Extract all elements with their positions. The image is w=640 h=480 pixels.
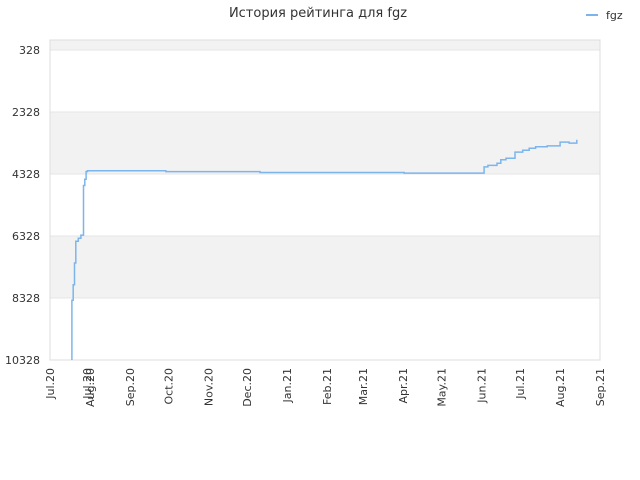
x-tick-label: Apr.21 — [397, 368, 410, 404]
x-tick-label: Aug.21 — [554, 368, 567, 407]
y-axis: 328 2328 4328 6328 8328 10328 — [5, 44, 40, 367]
x-tick-label: Jul.20 — [44, 368, 57, 400]
y-tick-label: 6328 — [12, 230, 40, 243]
chart-title: История рейтинга для fgz — [229, 6, 407, 21]
plot-band — [50, 112, 600, 174]
x-tick-label: Aug.20 — [84, 368, 97, 407]
x-tick-label: Dec.20 — [241, 368, 254, 407]
plot-band — [50, 236, 600, 298]
x-tick-label: Jul.21 — [514, 368, 527, 400]
plot-bands — [50, 40, 600, 298]
x-tick-label: Jul.20 — [81, 368, 94, 400]
x-tick-label: Sep.21 — [594, 368, 607, 406]
x-tick-label: Sep.20 — [124, 368, 137, 406]
x-tick-label: Oct.20 — [163, 368, 176, 405]
y-tick-label: 2328 — [12, 106, 40, 119]
plot-band — [50, 40, 600, 50]
y-tick-label: 4328 — [12, 168, 40, 181]
plot-frame — [49, 39, 601, 361]
x-tick-label: Nov.20 — [202, 368, 215, 406]
x-tick-label: Jun.21 — [475, 368, 488, 404]
x-tick-label: Jan.21 — [281, 368, 294, 403]
y-tick-label: 328 — [19, 44, 40, 57]
x-tick-label: Mar.21 — [357, 368, 370, 405]
gridlines — [50, 49, 600, 361]
x-tick-label: May.21 — [436, 368, 449, 407]
legend-label: fgz — [606, 9, 623, 22]
y-tick-label: 8328 — [12, 292, 40, 305]
y-tick-label: 10328 — [5, 354, 40, 367]
legend: fgz — [586, 9, 623, 22]
x-tick-label: Feb.21 — [321, 368, 334, 405]
series-line-fgz — [71, 139, 578, 360]
